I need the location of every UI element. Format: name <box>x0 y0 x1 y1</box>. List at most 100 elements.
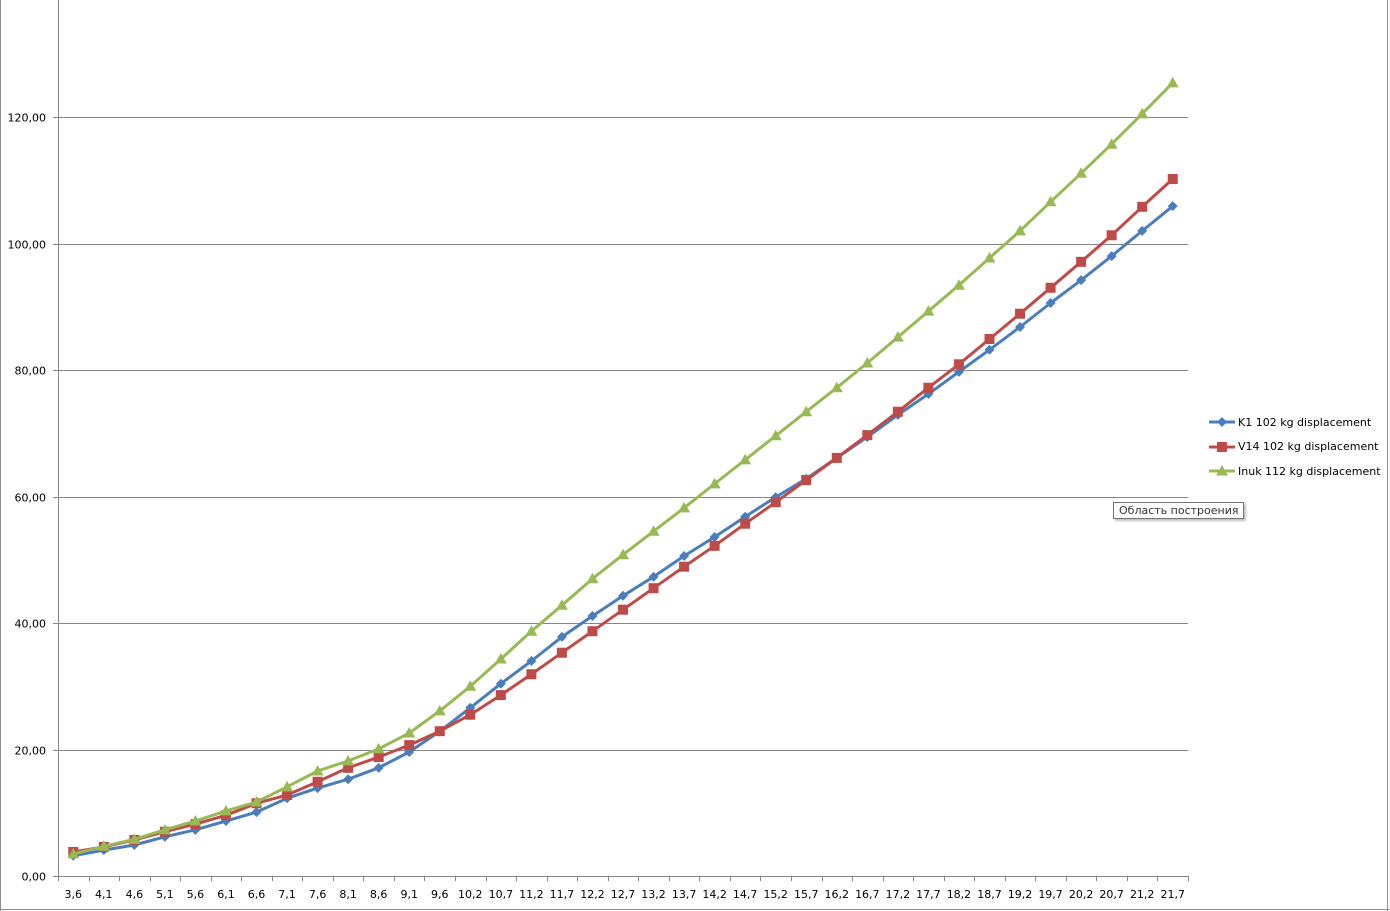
x-tick-label: 12,7 <box>611 888 636 901</box>
data-point-diamond <box>1015 321 1026 332</box>
data-point-square <box>343 762 354 773</box>
x-tick-label: 20,7 <box>1099 888 1124 901</box>
x-tick-label: 7,1 <box>278 888 296 901</box>
data-point-square <box>587 626 598 637</box>
series-line <box>73 177 1174 854</box>
data-point-square <box>1045 282 1056 293</box>
data-point-triangle <box>800 405 813 417</box>
data-point-triangle <box>128 833 141 844</box>
series-line <box>72 81 1174 856</box>
data-point-triangle <box>861 357 874 368</box>
series-1 <box>68 173 1178 857</box>
data-point-diamond <box>1045 297 1056 308</box>
data-point-diamond <box>709 531 720 542</box>
legend-label: K1 102 kg displacement <box>1238 415 1372 429</box>
data-point-square <box>373 752 384 763</box>
y-tick-label: 100,00 <box>8 239 47 252</box>
data-point-diamond <box>1106 251 1117 262</box>
data-point-triangle <box>342 754 355 766</box>
data-point-square <box>892 406 903 417</box>
x-tick-label: 10,2 <box>458 888 483 901</box>
data-point-triangle <box>555 599 568 610</box>
x-tick-label: 10,7 <box>489 888 514 901</box>
data-point-square <box>404 740 415 751</box>
series-group[interactable] <box>67 76 1179 861</box>
data-point-square <box>984 334 995 345</box>
data-point-triangle <box>891 331 904 342</box>
data-point-triangle <box>708 477 721 489</box>
data-point-diamond <box>251 807 262 818</box>
data-point-triangle <box>311 765 324 776</box>
data-point-square <box>465 709 476 720</box>
x-tick-label: 14,2 <box>702 888 727 901</box>
data-point-triangle <box>1166 76 1179 88</box>
data-point-diamond <box>679 550 690 561</box>
y-tick-label: 60,00 <box>15 492 47 505</box>
data-point-triangle <box>219 804 232 816</box>
data-point-square <box>282 790 293 801</box>
data-point-square <box>770 497 781 508</box>
data-point-triangle <box>67 847 80 859</box>
y-tick-label: 20,00 <box>15 745 47 758</box>
data-point-square <box>1167 173 1178 184</box>
y-tick-label: 120,00 <box>8 112 47 125</box>
x-tick-label: 12,2 <box>580 888 605 901</box>
data-point-triangle <box>494 653 507 664</box>
data-point-triangle <box>97 840 110 851</box>
x-tick-label: 18,2 <box>947 888 972 901</box>
legend-item: Inuk 112 kg displacement <box>1208 459 1381 484</box>
series-line <box>73 205 1174 858</box>
data-point-triangle <box>158 823 171 835</box>
data-point-triangle <box>372 742 385 754</box>
data-point-triangle <box>647 525 660 536</box>
data-point-square <box>526 669 537 680</box>
x-tick-label: 9,6 <box>431 888 449 901</box>
data-point-triangle <box>403 727 416 738</box>
series-2 <box>67 76 1179 859</box>
y-axis-ticks: 0,00 20,00 40,00 60,00 80,00 100,00 120,00 <box>8 112 58 884</box>
data-point-triangle <box>739 453 752 465</box>
data-point-triangle <box>250 795 263 807</box>
data-point-triangle <box>1136 107 1149 119</box>
x-axis-ticks: 3,6 4,1 4,6 5,1 5,6 6,1 6,6 7,1 7,6 8,1 8,6 9,1 9,6 1… <box>58 876 1189 901</box>
x-tick-label: 17,2 <box>886 888 911 901</box>
x-tick-label: 3,6 <box>65 888 83 901</box>
data-point-triangle <box>769 429 782 441</box>
x-tick-label: 4,6 <box>126 888 144 901</box>
legend-item: K1 102 kg displacement <box>1208 410 1381 435</box>
x-tick-label: 11,2 <box>519 888 544 901</box>
data-point-diamond <box>953 366 964 377</box>
data-point-square <box>648 583 659 594</box>
x-tick-label: 15,7 <box>794 888 819 901</box>
x-tick-label: 17,7 <box>916 888 941 901</box>
data-point-diamond <box>495 678 506 689</box>
data-point-square <box>953 359 964 370</box>
legend-item: V14 102 kg displacement <box>1208 435 1381 460</box>
data-point-triangle <box>189 814 202 826</box>
x-tick-label: 13,2 <box>641 888 666 901</box>
data-point-diamond <box>343 774 354 785</box>
plot-area-tooltip: Область построения <box>1113 502 1245 519</box>
x-tick-label: 9,1 <box>400 888 418 901</box>
data-point-square <box>923 382 934 393</box>
data-point-triangle <box>1216 465 1228 476</box>
series-0 <box>68 201 1178 861</box>
x-tick-label: 21,7 <box>1160 888 1185 901</box>
x-tick-label: 21,2 <box>1130 888 1155 901</box>
legend-swatch <box>1209 441 1235 452</box>
x-tick-label: 5,6 <box>187 888 205 901</box>
legend-label: V14 102 kg displacement <box>1238 440 1379 454</box>
data-point-diamond <box>984 344 995 355</box>
data-point-square <box>740 518 751 529</box>
data-point-triangle <box>586 572 599 584</box>
data-point-square <box>312 776 323 787</box>
legend-label: Inuk 112 kg displacement <box>1238 464 1381 478</box>
data-point-triangle <box>433 704 446 716</box>
x-tick-label: 18,7 <box>977 888 1002 901</box>
data-point-triangle <box>678 501 691 513</box>
y-tick-label: 40,00 <box>15 618 47 631</box>
x-tick-label: 14,7 <box>733 888 758 901</box>
data-point-square <box>1015 308 1026 319</box>
data-point-square <box>801 475 812 486</box>
